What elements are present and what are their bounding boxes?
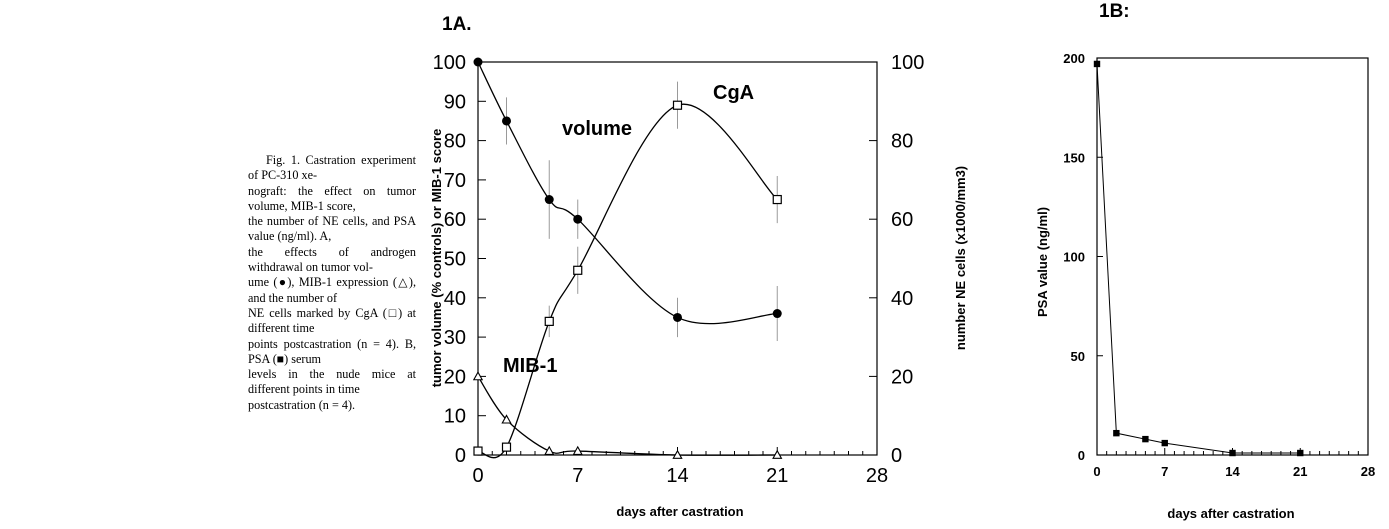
y-tick-label-a: 50: [444, 249, 466, 271]
data-point-psa: [1229, 450, 1235, 456]
data-point-volume: [773, 309, 782, 318]
x-tick-label-a: 21: [766, 465, 788, 487]
data-point-psa: [1142, 436, 1148, 442]
x-axis-title-a: days after castration: [616, 504, 743, 519]
x-axis-title-b: days after castration: [1167, 506, 1294, 521]
data-point-volume: [573, 215, 582, 224]
data-point-mib-1: [545, 447, 553, 455]
data-point-volume: [474, 58, 483, 67]
x-tick-label-b: 28: [1361, 464, 1375, 479]
series-line-psa: [1097, 64, 1300, 453]
data-point-psa: [1162, 440, 1168, 446]
x-tick-label-a: 28: [866, 465, 888, 487]
x-tick-label-b: 14: [1225, 464, 1240, 479]
data-point-cga: [674, 101, 682, 109]
y2-tick-label-a: 40: [891, 288, 913, 310]
series-line-mib-1: [478, 376, 777, 455]
y-tick-label-a: 70: [444, 170, 466, 192]
data-point-cga: [474, 447, 482, 455]
data-point-psa: [1297, 450, 1303, 456]
y-tick-label-a: 90: [444, 91, 466, 113]
data-point-cga: [773, 196, 781, 204]
y-tick-label-b: 0: [1078, 448, 1085, 463]
data-point-cga: [574, 266, 582, 274]
y2-tick-label-a: 100: [891, 52, 924, 74]
x-tick-label-a: 7: [572, 465, 583, 487]
y-tick-label-a: 40: [444, 288, 466, 310]
x-tick-label-b: 7: [1161, 464, 1168, 479]
series-line-cga: [478, 104, 777, 458]
series-label-mib-1: MIB-1: [503, 355, 557, 377]
y-tick-label-b: 200: [1063, 51, 1085, 66]
y-tick-label-a: 30: [444, 327, 466, 349]
y-axis-title-a: tumor volume (% controls) or MIB-1 score: [429, 129, 444, 388]
y-tick-label-a: 80: [444, 131, 466, 153]
data-point-psa: [1094, 61, 1100, 67]
series-label-volume: volume: [562, 118, 632, 140]
y2-tick-label-a: 60: [891, 209, 913, 231]
y-tick-label-a: 60: [444, 209, 466, 231]
data-point-cga: [545, 317, 553, 325]
y-axis-title-b: PSA value (ng/ml): [1035, 207, 1050, 317]
y-tick-label-a: 10: [444, 406, 466, 428]
series-label-cga: CgA: [713, 82, 754, 104]
data-point-volume: [545, 195, 554, 204]
x-tick-label-b: 0: [1093, 464, 1100, 479]
panel-label-b: 1B:: [1099, 1, 1130, 22]
y-tick-label-b: 50: [1071, 349, 1085, 364]
data-point-volume: [673, 313, 682, 322]
y2-tick-label-a: 0: [891, 445, 902, 467]
y2-tick-label-a: 80: [891, 131, 913, 153]
y2-axis-title-a: number NE cells (x1000/mm3): [953, 166, 968, 350]
x-tick-label-b: 21: [1293, 464, 1307, 479]
x-tick-label-a: 14: [666, 465, 688, 487]
y-tick-label-b: 150: [1063, 150, 1085, 165]
x-tick-label-a: 0: [472, 465, 483, 487]
data-point-psa: [1113, 430, 1119, 436]
y-tick-label-a: 100: [433, 52, 466, 74]
data-point-cga: [503, 443, 511, 451]
y-tick-label-a: 0: [455, 445, 466, 467]
y2-tick-label-a: 20: [891, 366, 913, 388]
y-tick-label-b: 100: [1063, 250, 1085, 265]
plot-frame-b: [1097, 58, 1368, 455]
panel-label-a: 1A.: [442, 14, 472, 35]
data-point-volume: [502, 116, 511, 125]
y-tick-label-a: 20: [444, 366, 466, 388]
